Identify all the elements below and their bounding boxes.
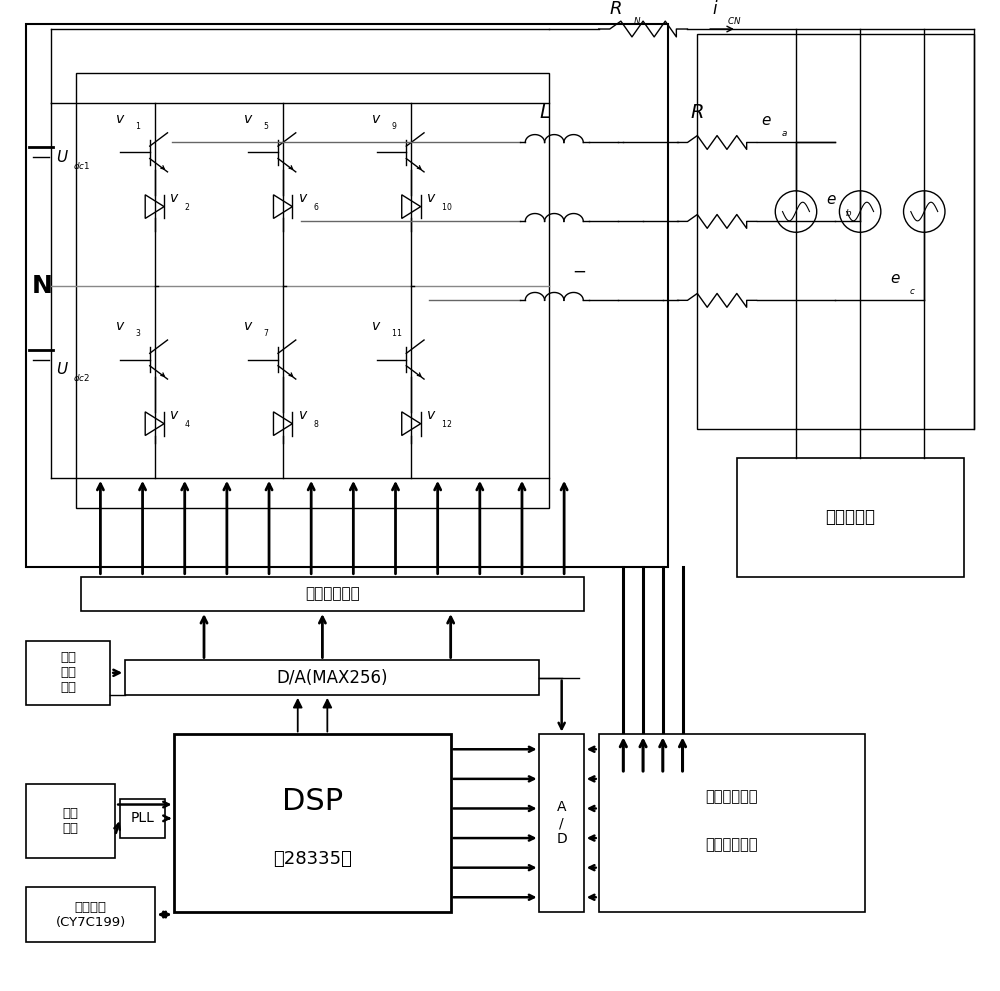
Text: $v$: $v$ xyxy=(169,407,180,422)
Text: 电流检测信号: 电流检测信号 xyxy=(706,789,758,804)
Bar xyxy=(26,887,155,941)
Text: $_{6}$: $_{6}$ xyxy=(313,201,319,214)
Text: $v$: $v$ xyxy=(371,112,382,126)
Text: $v$: $v$ xyxy=(298,190,308,205)
Text: $v$: $v$ xyxy=(298,407,308,422)
Text: $_{9}$: $_{9}$ xyxy=(391,121,398,133)
Text: $_{7}$: $_{7}$ xyxy=(263,328,270,340)
Text: $_{11}$: $_{11}$ xyxy=(391,328,403,340)
Text: $_{1}$: $_{1}$ xyxy=(135,121,141,133)
Text: $e$: $e$ xyxy=(826,191,836,207)
Text: $_{b}$: $_{b}$ xyxy=(845,204,853,218)
Text: $-$: $-$ xyxy=(572,262,586,279)
Text: $v$: $v$ xyxy=(243,112,254,126)
Bar xyxy=(120,799,165,838)
Text: $_{CN}$: $_{CN}$ xyxy=(727,14,741,27)
Text: 门极驱动脉冲: 门极驱动脉冲 xyxy=(305,587,360,602)
Text: $e$: $e$ xyxy=(761,113,772,128)
Text: D/A(MAX256): D/A(MAX256) xyxy=(277,669,388,687)
Text: 调理电路单元: 调理电路单元 xyxy=(706,837,758,852)
Text: PLL: PLL xyxy=(130,812,154,826)
Text: $U$: $U$ xyxy=(56,362,69,378)
Text: DSP: DSP xyxy=(282,788,343,817)
Text: $_{5}$: $_{5}$ xyxy=(263,121,270,133)
Text: $v$: $v$ xyxy=(426,190,436,205)
Text: $_{a}$: $_{a}$ xyxy=(781,126,788,139)
Text: $_{12}$: $_{12}$ xyxy=(441,418,452,431)
Bar xyxy=(539,734,584,912)
Text: $v$: $v$ xyxy=(371,319,382,333)
Bar xyxy=(599,734,865,912)
Bar xyxy=(697,34,974,429)
Text: $_{3}$: $_{3}$ xyxy=(135,328,141,340)
Text: A
/
D: A / D xyxy=(556,800,567,846)
Text: $_{10}$: $_{10}$ xyxy=(441,201,452,214)
Text: $U$: $U$ xyxy=(56,150,69,165)
Bar xyxy=(26,784,115,858)
Text: $_{2}$: $_{2}$ xyxy=(184,201,191,214)
Bar xyxy=(26,641,110,705)
Text: 存储单元
(CY7C199): 存储单元 (CY7C199) xyxy=(55,901,126,929)
Text: $v$: $v$ xyxy=(169,190,180,205)
Text: $i$: $i$ xyxy=(712,0,719,18)
Text: $v$: $v$ xyxy=(115,112,125,126)
Text: $_{8}$: $_{8}$ xyxy=(313,418,319,431)
Bar xyxy=(125,660,539,695)
Text: 非线性负载: 非线性负载 xyxy=(825,508,875,526)
Text: $_{4}$: $_{4}$ xyxy=(184,418,191,431)
Text: （28335）: （28335） xyxy=(273,850,352,868)
Text: $v$: $v$ xyxy=(426,407,436,422)
Text: $_{dc2}$: $_{dc2}$ xyxy=(73,370,90,383)
Text: $R$: $R$ xyxy=(690,103,704,122)
Bar xyxy=(76,73,549,507)
Text: $R$: $R$ xyxy=(609,0,621,18)
Text: $e$: $e$ xyxy=(890,271,900,285)
Text: $v$: $v$ xyxy=(243,319,254,333)
Text: $v$: $v$ xyxy=(115,319,125,333)
Text: $L$: $L$ xyxy=(539,103,550,122)
Text: $_{dc1}$: $_{dc1}$ xyxy=(73,158,90,170)
Text: $_{N}$: $_{N}$ xyxy=(633,14,642,27)
Bar xyxy=(737,458,964,577)
Text: $_{c}$: $_{c}$ xyxy=(909,283,916,296)
Bar xyxy=(174,734,451,912)
Text: 电压
基准
电路: 电压 基准 电路 xyxy=(60,651,76,695)
Bar xyxy=(81,577,584,611)
Text: N: N xyxy=(31,274,52,297)
Text: 过零
检测: 过零 检测 xyxy=(63,807,79,834)
Bar xyxy=(26,24,668,567)
